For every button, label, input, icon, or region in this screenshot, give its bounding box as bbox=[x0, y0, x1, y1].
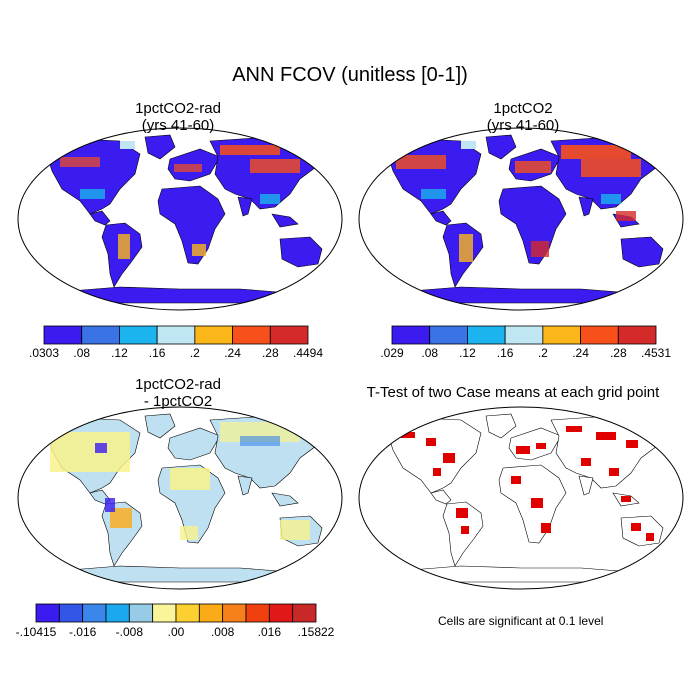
cb1-tick-label: .0303 bbox=[28, 346, 60, 360]
cb3-swatch bbox=[292, 603, 317, 623]
panel-4-title: T-Test of two Case means at each grid po… bbox=[343, 384, 683, 401]
map-2-boundary bbox=[358, 127, 684, 311]
cb3-swatch bbox=[82, 603, 107, 623]
colorbar-1 bbox=[43, 325, 309, 345]
cb2-swatch bbox=[542, 325, 581, 345]
cb1-tick-label: .12 bbox=[111, 346, 128, 360]
cb1-swatch bbox=[81, 325, 120, 345]
cb2-swatch bbox=[467, 325, 506, 345]
cb1-swatch bbox=[156, 325, 196, 345]
cb2-swatch bbox=[391, 325, 431, 345]
cb2-swatch bbox=[429, 325, 468, 345]
cb1-swatch bbox=[269, 325, 309, 345]
cb1-swatch bbox=[119, 325, 158, 345]
cb3-tick-label: .15822 bbox=[297, 625, 335, 639]
panel-1-title-line1: 1pctCO2-rad bbox=[135, 100, 221, 117]
cb3-tick-label: .008 bbox=[210, 625, 235, 639]
cb3-swatch bbox=[198, 603, 224, 623]
cb2-swatch bbox=[617, 325, 657, 345]
cb1-tick-label: .2 bbox=[189, 346, 200, 360]
cb3-swatch bbox=[245, 603, 270, 623]
cb3-tick-label: -.016 bbox=[68, 625, 97, 639]
cb2-tick-label: .2 bbox=[537, 346, 548, 360]
cb2-tick-label: .28 bbox=[609, 346, 627, 360]
cb1-tick-label: .16 bbox=[148, 346, 166, 360]
cb3-tick-label: .00 bbox=[167, 625, 185, 639]
cb1-swatch bbox=[194, 325, 233, 345]
map-1-boundary bbox=[17, 127, 343, 311]
panel-2-title: 1pctCO2 (yrs 41-60) bbox=[433, 100, 613, 134]
cb2-tick-label: .16 bbox=[496, 346, 514, 360]
cb2-tick-label: .08 bbox=[421, 346, 439, 360]
panel-1-title-line2: (yrs 41-60) bbox=[141, 117, 215, 134]
panel-3-title: 1pctCO2-rad - 1pctCO2 bbox=[88, 376, 268, 410]
colorbar-2 bbox=[391, 325, 657, 345]
cb1-tick-label: .4494 bbox=[292, 346, 324, 360]
cb3-tick-label: -.10415 bbox=[15, 625, 57, 639]
panel-3-title-line1: 1pctCO2-rad bbox=[135, 376, 221, 393]
cb1-tick-label: .08 bbox=[73, 346, 91, 360]
cb3-swatch bbox=[35, 603, 60, 623]
panel-2-title-line1: 1pctCO2 bbox=[493, 100, 553, 117]
panel-4-title-line1: T-Test of two Case means at each grid po… bbox=[366, 384, 660, 401]
cb3-swatch bbox=[105, 603, 130, 623]
cb3-swatch bbox=[58, 603, 84, 623]
map-3-boundary bbox=[17, 406, 343, 590]
cb3-swatch bbox=[175, 603, 200, 623]
cb2-tick-label: .029 bbox=[380, 346, 404, 360]
cb3-swatch bbox=[128, 603, 154, 623]
panel-3-title-line2: - 1pctCO2 bbox=[143, 393, 213, 410]
cb2-tick-label: .4531 bbox=[640, 346, 672, 360]
cb1-swatch bbox=[43, 325, 83, 345]
panel-2-title-line2: (yrs 41-60) bbox=[486, 117, 560, 134]
significance-note: Cells are significant at 0.1 level bbox=[438, 614, 604, 628]
cb2-tick-label: .24 bbox=[572, 346, 589, 360]
cb3-swatch bbox=[222, 603, 247, 623]
cb2-swatch bbox=[580, 325, 619, 345]
cb1-tick-label: .24 bbox=[224, 346, 241, 360]
colorbar-2-labels: .029 .08 .12 .16 .2 .24 .28 .4531 bbox=[380, 346, 671, 362]
panel-1-title: 1pctCO2-rad (yrs 41-60) bbox=[88, 100, 268, 134]
colorbar-1-labels: .0303 .08 .12 .16 .2 .24 .28 .4494 bbox=[29, 346, 323, 362]
cb2-swatch bbox=[504, 325, 544, 345]
figure-title: ANN FCOV (unitless [0-1]) bbox=[232, 64, 468, 86]
cb1-tick-label: .28 bbox=[261, 346, 279, 360]
cb3-tick-label: -.008 bbox=[115, 625, 144, 639]
cb3-tick-label: .016 bbox=[257, 625, 282, 639]
cb3-swatch bbox=[152, 603, 177, 623]
cb1-swatch bbox=[232, 325, 271, 345]
map-4-boundary bbox=[358, 406, 684, 590]
colorbar-3 bbox=[35, 603, 317, 623]
colorbar-3-labels: -.10415 -.016 -.008 .00 .008 .016 .15822 bbox=[16, 625, 335, 641]
cb2-tick-label: .12 bbox=[459, 346, 476, 360]
cb3-swatch bbox=[268, 603, 294, 623]
